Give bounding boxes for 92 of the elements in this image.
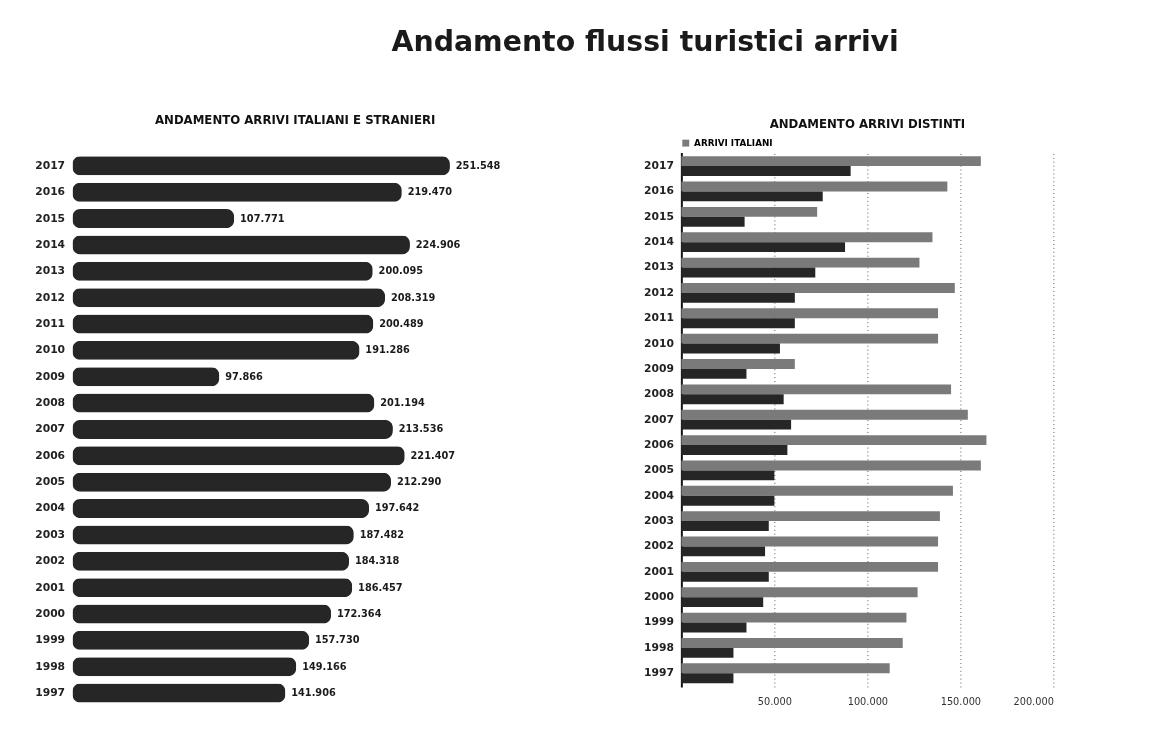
y-tick-label: 1997 [35, 686, 66, 700]
bar [72, 419, 393, 439]
y-tick-label: 1998 [35, 659, 66, 673]
y-tick-label: 2012 [35, 290, 66, 304]
y-tick-label: 2008 [644, 387, 675, 401]
data-label: 212.290 [396, 476, 442, 488]
data-label: 201.194 [380, 397, 425, 409]
y-tick-label: 2009 [644, 361, 675, 375]
y-tick-label: 2017 [644, 159, 675, 173]
bar [72, 446, 405, 466]
bar [72, 551, 350, 571]
bar [72, 156, 450, 176]
data-label: 107.771 [240, 212, 285, 224]
y-tick-label: 2014 [35, 237, 66, 251]
bar [72, 182, 402, 202]
chart-title: ANDAMENTO ARRIVI DISTINTI [769, 116, 966, 131]
bar [72, 499, 370, 519]
y-tick-label: 1999 [35, 633, 66, 647]
y-tick-label: 2011 [644, 311, 675, 325]
bar [72, 340, 360, 360]
data-label: 191.286 [365, 344, 411, 356]
y-tick-label: 2017 [35, 158, 66, 172]
x-tick-label: 200.000 [1013, 696, 1054, 708]
data-label: 221.407 [410, 449, 456, 461]
y-tick-label: 2003 [35, 527, 66, 541]
y-tick-label: 2013 [644, 260, 675, 274]
y-tick-label: 2008 [35, 396, 66, 410]
bar [72, 472, 392, 492]
y-tick-label: 2007 [35, 422, 66, 436]
data-label: 208.319 [390, 291, 436, 303]
y-tick-label: 2002 [644, 539, 675, 553]
bar [72, 261, 373, 281]
y-tick-label: 2015 [644, 209, 675, 223]
data-label: 141.906 [291, 687, 336, 699]
bar [72, 288, 386, 308]
data-label: 186.457 [358, 581, 403, 593]
y-tick-label: 2006 [35, 448, 66, 462]
y-tick-label: 2002 [35, 554, 66, 568]
x-tick-label: 50.000 [757, 696, 792, 708]
y-tick-label: 1997 [644, 666, 675, 680]
chart-title: ANDAMENTO ARRIVI ITALIANI E STRANIERI [154, 113, 436, 128]
y-tick-label: 2001 [644, 564, 675, 578]
bar [72, 525, 354, 545]
bar [72, 683, 286, 703]
y-tick-label: 2016 [644, 184, 675, 198]
y-tick-label: 2010 [644, 336, 675, 350]
y-tick-label: 2015 [35, 211, 66, 225]
y-tick-label: 2012 [644, 285, 675, 299]
y-tick-label: 2009 [35, 369, 66, 383]
data-label: 251.548 [455, 159, 501, 171]
data-label: 200.095 [378, 265, 424, 277]
data-label: 187.482 [359, 528, 405, 540]
data-label: 219.470 [407, 186, 453, 198]
data-label: 157.730 [315, 634, 360, 646]
x-tick-label: 150.000 [940, 696, 982, 708]
y-tick-label: 1999 [644, 615, 675, 629]
y-tick-label: 2004 [35, 501, 66, 515]
y-tick-label: 2001 [35, 580, 66, 594]
bar [72, 209, 235, 229]
y-tick-label: 2011 [35, 316, 66, 330]
bar [72, 314, 374, 334]
bar [72, 367, 220, 387]
y-tick-label: 1998 [644, 640, 675, 654]
data-label: 97.866 [225, 370, 264, 382]
y-tick-label: 2000 [644, 590, 675, 604]
data-label: 200.489 [379, 317, 424, 329]
legend-label: ARRIVI ITALIANI [694, 138, 773, 149]
y-tick-label: 2003 [644, 514, 675, 528]
bar [72, 630, 310, 650]
bar [72, 657, 297, 677]
y-tick-label: 2016 [35, 185, 66, 199]
data-label: 224.906 [415, 238, 461, 250]
y-tick-label: 2010 [35, 343, 66, 357]
y-tick-label: 2014 [644, 235, 675, 249]
y-tick-label: 2005 [35, 475, 66, 489]
bar [72, 578, 353, 598]
data-label: 172.364 [336, 607, 382, 619]
bar [72, 393, 375, 413]
data-label: 197.642 [374, 502, 420, 514]
y-tick-label: 2013 [35, 264, 66, 278]
y-tick-label: 2004 [644, 488, 675, 502]
bar [72, 235, 410, 255]
data-label: 184.318 [354, 555, 400, 567]
y-tick-label: 2000 [35, 606, 66, 620]
y-tick-label: 2005 [644, 463, 675, 477]
y-tick-label: 2007 [644, 412, 675, 426]
data-label: 149.166 [302, 660, 347, 672]
text: Andamento flussi turistici arrivi [391, 24, 899, 58]
data-label: 213.536 [398, 423, 444, 435]
y-tick-label: 2006 [644, 437, 675, 451]
x-tick-label: 100.000 [847, 696, 889, 708]
bar [72, 604, 332, 624]
